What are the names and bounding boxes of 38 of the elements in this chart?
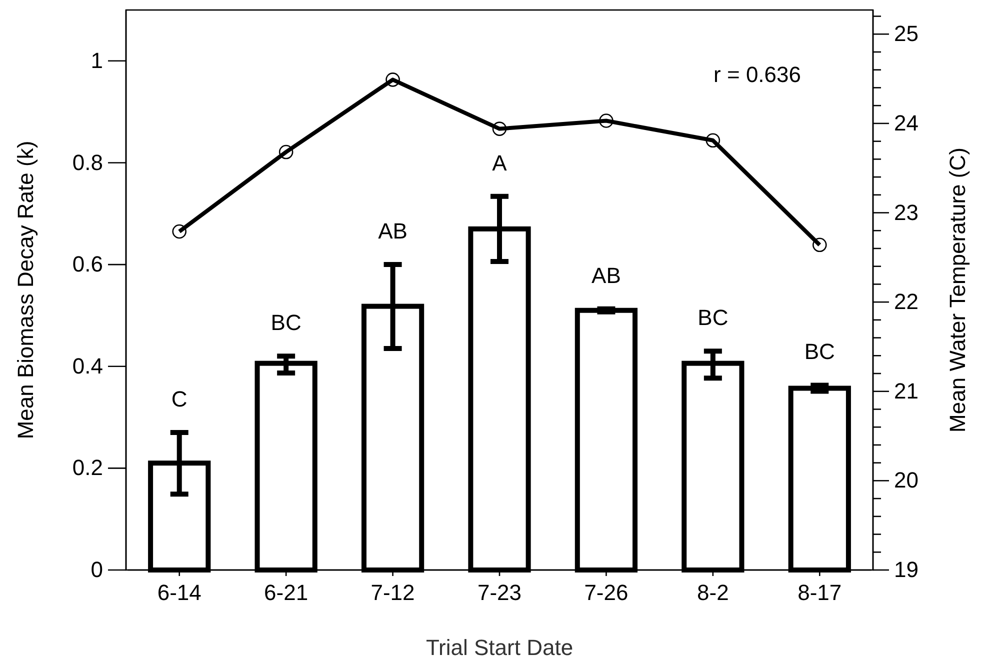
x-tick-label: 7-23 — [477, 580, 522, 605]
x-tick-label: 8-17 — [798, 580, 842, 605]
y2-tick-label: 21 — [894, 378, 918, 404]
x-axis-title: Trial Start Date — [426, 635, 574, 660]
annotation: A — [492, 150, 508, 176]
point — [599, 114, 614, 128]
point — [172, 224, 187, 239]
y-tick-label: 0.4 — [72, 353, 103, 378]
x-tick-label: 6-14 — [157, 580, 202, 605]
y2-tick-label: 23 — [894, 200, 918, 225]
annotation: C — [171, 386, 188, 412]
y2-tick-label: 22 — [894, 289, 918, 314]
y2-tick-label: 24 — [894, 110, 918, 136]
y-tick-label: 0.6 — [72, 252, 103, 277]
x-tick-label: 6-21 — [264, 580, 308, 605]
y-tick-label: 0 — [90, 557, 103, 582]
y2-tick-label: 25 — [894, 21, 918, 46]
annotation: BC — [698, 305, 728, 330]
y-tick-label: 0.2 — [72, 455, 103, 480]
annotation: AB — [378, 218, 408, 244]
annotation: BC — [270, 310, 302, 336]
point — [706, 133, 720, 148]
y-tick-label: 0.8 — [72, 150, 103, 175]
y-tick-label: 1 — [90, 48, 103, 73]
x-tick-label: 7-12 — [370, 580, 415, 605]
y2-tick-label: 20 — [894, 468, 918, 493]
point — [386, 72, 400, 87]
annotation: AB — [592, 262, 621, 288]
y-axis-title: Mean Biomass Decay Rate (k) — [13, 140, 38, 440]
y2-axis-title: Mean Water Temperature (C) — [945, 148, 970, 432]
point — [492, 122, 507, 136]
point — [278, 144, 294, 160]
y2-tick-label: 19 — [894, 557, 918, 582]
annotation: BC — [804, 339, 836, 364]
point — [812, 238, 827, 252]
x-tick-label: 8-2 — [697, 580, 729, 605]
x-tick-label: 7-26 — [584, 580, 628, 605]
annotation: r = 0.636 — [714, 62, 801, 87]
